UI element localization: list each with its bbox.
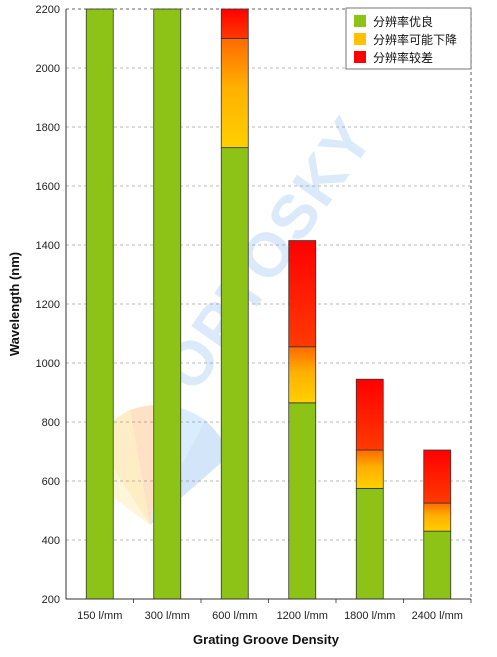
y-tick-label: 200 [42, 594, 60, 606]
legend-swatch-degraded [354, 33, 366, 45]
bar-segment-poor [220, 8, 249, 39]
x-tick-label: 1800 l/mm [344, 610, 395, 622]
y-tick-label: 2000 [36, 63, 60, 75]
y-tick-label: 600 [42, 476, 60, 488]
legend-swatch-good [354, 15, 366, 27]
bar-segment-good [355, 487, 384, 600]
bar-segment-good [288, 402, 317, 600]
legend: 分辨率优良 分辨率可能下降 分辨率较差 [345, 7, 472, 70]
axes: 200 400 600 800 1000 1200 1400 1600 1800 2000 2200… [36, 4, 472, 622]
y-tick-label: 1000 [36, 358, 60, 370]
x-axis-title: Grating Groove Density [193, 632, 340, 647]
legend-swatch-poor [354, 51, 366, 63]
bar-segment-good [220, 147, 249, 600]
x-tick-label: 300 l/mm [145, 610, 190, 622]
bar-segment-degraded [423, 502, 452, 532]
bar-segment-poor [288, 240, 317, 348]
x-tick-label: 2400 l/mm [412, 610, 463, 622]
x-tick-label: 1200 l/mm [277, 610, 328, 622]
legend-label-good: 分辨率优良 [373, 14, 433, 29]
bar-segment-poor [355, 378, 384, 451]
bar-segment-good [153, 8, 182, 600]
bar-segment-poor [423, 449, 452, 504]
y-tick-label: 1600 [36, 181, 60, 193]
bar-segment-good [423, 530, 452, 600]
bar-segment-degraded [288, 346, 317, 404]
y-tick-label: 1400 [36, 240, 60, 252]
y-tick-label: 400 [42, 535, 60, 547]
x-tick-label: 150 l/mm [77, 610, 122, 622]
watermark-text: OPTOSKY [150, 105, 388, 403]
bars [85, 8, 452, 600]
bar-segment-degraded [355, 449, 384, 489]
y-tick-label: 1200 [36, 299, 60, 311]
legend-box [345, 7, 472, 70]
svg-text:OPTOSKY: OPTOSKY [150, 105, 388, 403]
legend-label-poor: 分辨率较差 [373, 50, 433, 65]
y-axis-title: Wavelength (nm) [7, 252, 22, 356]
bar-segment-good [85, 8, 114, 600]
legend-label-degraded: 分辨率可能下降 [373, 32, 457, 47]
y-tick-label: 2200 [36, 4, 60, 16]
y-tick-label: 1800 [36, 122, 60, 134]
bar-segment-degraded [220, 38, 249, 149]
x-tick-label: 600 l/mm [212, 610, 257, 622]
y-tick-label: 800 [42, 417, 60, 429]
